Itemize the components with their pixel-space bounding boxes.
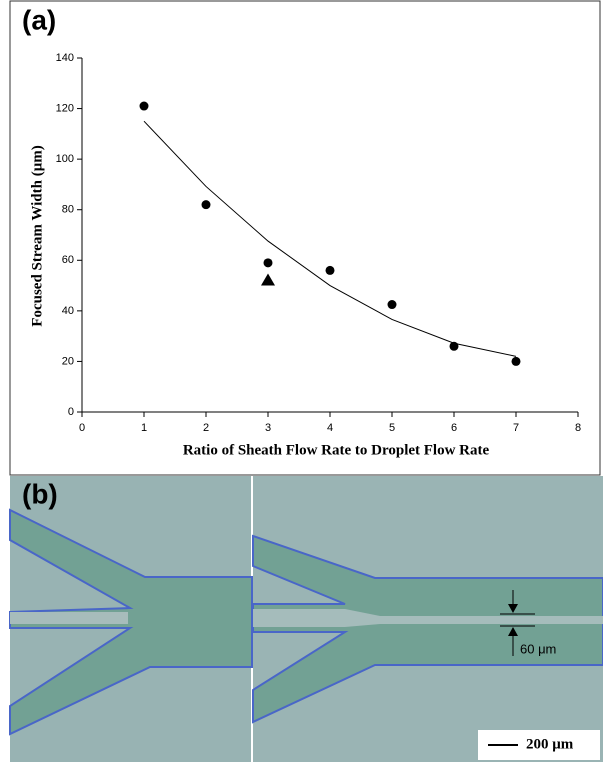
point bbox=[387, 300, 397, 310]
micrograph-left bbox=[9, 476, 253, 762]
x-tick-label: 0 bbox=[79, 422, 85, 434]
x-tick-label: 7 bbox=[513, 422, 519, 434]
point bbox=[325, 265, 335, 275]
y-tick-label: 100 bbox=[56, 153, 74, 165]
x-tick-label: 1 bbox=[141, 422, 147, 434]
point bbox=[139, 101, 149, 111]
panel-a-frame bbox=[9, 0, 601, 476]
y-axis-label: Focused Stream Width (μm) bbox=[29, 145, 45, 326]
y-tick-label: 120 bbox=[56, 102, 74, 114]
triangle-point bbox=[261, 273, 275, 286]
y-tick-label: 20 bbox=[62, 355, 74, 367]
y-tick-label: 0 bbox=[68, 406, 74, 418]
y-tick-label: 60 bbox=[62, 254, 74, 266]
x-tick-label: 3 bbox=[265, 422, 271, 434]
x-tick-label: 5 bbox=[389, 422, 395, 434]
y-tick-label: 40 bbox=[62, 305, 74, 317]
y-tick-label: 140 bbox=[56, 52, 74, 64]
point bbox=[201, 200, 211, 210]
point bbox=[449, 341, 459, 351]
x-tick-label: 8 bbox=[575, 422, 581, 434]
point bbox=[511, 356, 521, 366]
y-tick-label: 80 bbox=[62, 204, 74, 216]
x-tick-label: 4 bbox=[327, 422, 333, 434]
x-tick-label: 6 bbox=[451, 422, 457, 434]
panel-label: (b) bbox=[22, 478, 58, 509]
width-annotation: 60 μm bbox=[520, 641, 556, 656]
micrograph-right bbox=[252, 476, 603, 762]
point bbox=[263, 258, 273, 268]
x-axis-label: Ratio of Sheath Flow Rate to Droplet Flo… bbox=[183, 442, 490, 458]
panel-label: (a) bbox=[22, 4, 56, 35]
scale-bar-label: 200 μm bbox=[526, 736, 574, 752]
x-tick-label: 2 bbox=[203, 422, 209, 434]
